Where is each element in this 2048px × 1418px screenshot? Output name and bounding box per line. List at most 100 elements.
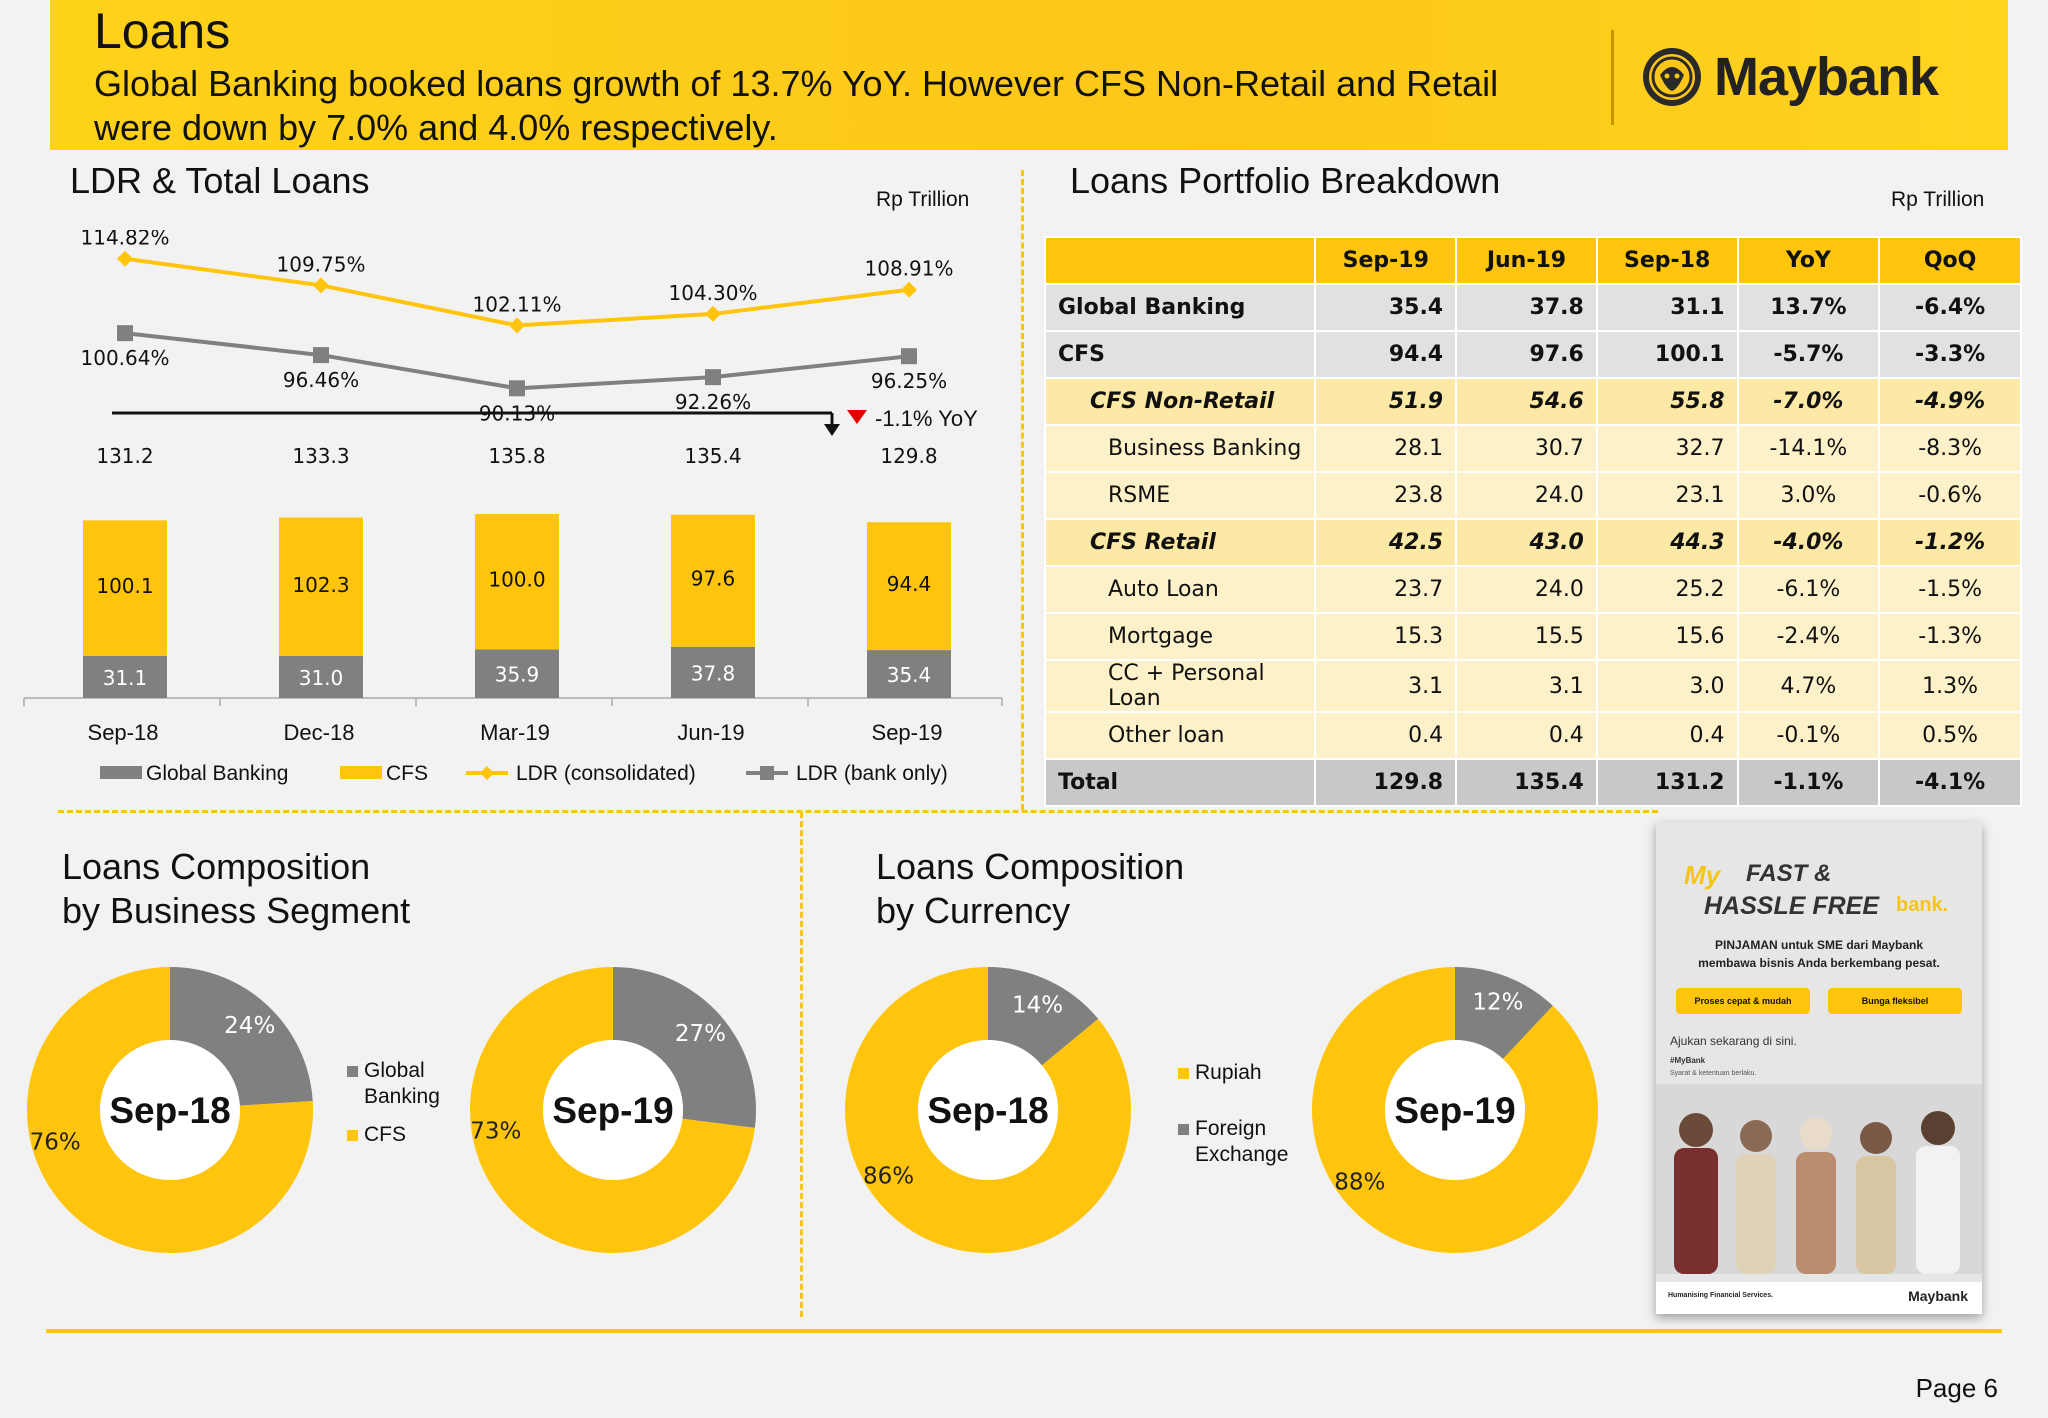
bar-cfs bbox=[279, 517, 363, 657]
table-cell: 15.5 bbox=[1455, 612, 1598, 661]
table-cell: -5.7% bbox=[1736, 330, 1881, 379]
ad-line2: membawa bisnis Anda berkembang pesat. bbox=[1698, 956, 1940, 970]
legend-label: LDR (consolidated) bbox=[516, 762, 696, 785]
vertical-divider-bottom bbox=[800, 812, 803, 1317]
bar-label-cfs: 94.4 bbox=[887, 572, 932, 596]
table-row: RSME 23.8 24.0 23.1 3.0% -0.6% bbox=[1043, 471, 2022, 520]
bar-global-banking bbox=[475, 649, 559, 698]
ldr-consolidated-label: 108.91% bbox=[865, 257, 954, 281]
currency-legend-rupiah: Rupiah bbox=[1178, 1060, 1288, 1086]
table-cell: 0.4 bbox=[1595, 711, 1739, 760]
x-tick-label: Sep-19 bbox=[872, 720, 943, 745]
donut-hole bbox=[543, 1040, 683, 1180]
table-cell: -1.5% bbox=[1878, 565, 2022, 614]
table-cell: 24.0 bbox=[1455, 471, 1598, 520]
segment-section-title: Loans Composition by Business Segment bbox=[62, 845, 410, 933]
person-silhouette bbox=[1674, 1113, 1718, 1274]
ldr-bank-only-point bbox=[705, 369, 721, 386]
bar-label-global-banking: 35.4 bbox=[887, 663, 932, 687]
table-cell: 3.0 bbox=[1595, 659, 1739, 713]
row-label: Mortgage bbox=[1043, 612, 1317, 661]
portfolio-unit: Rp Trillion bbox=[1891, 188, 1985, 211]
legend-swatch bbox=[340, 766, 382, 779]
donut-slice-label: 86% bbox=[863, 1163, 914, 1189]
legend-swatch-gray bbox=[347, 1066, 358, 1077]
segment-title-line1: Loans Composition bbox=[62, 846, 371, 887]
currency-legend: Rupiah Foreign Exchange bbox=[1178, 1060, 1288, 1168]
currency-donut-sep19: 12% 88% Sep-19 bbox=[1312, 967, 1598, 1253]
table-cell: 0.4 bbox=[1455, 711, 1598, 760]
table-row: CFS 94.4 97.6 100.1 -5.7% -3.3% bbox=[1043, 330, 2022, 379]
table-cell: 15.3 bbox=[1314, 612, 1458, 661]
portfolio-section-title: Loans Portfolio Breakdown bbox=[1070, 160, 1501, 201]
bar-cfs bbox=[83, 520, 167, 656]
donut-slice-label: 76% bbox=[30, 1129, 81, 1155]
legend-fx-line2: Exchange bbox=[1195, 1143, 1289, 1166]
bar-total-label: 133.3 bbox=[292, 444, 349, 468]
ad-headline2: HASSLE FREE bbox=[1704, 892, 1880, 920]
table-header-cell: QoQ bbox=[1878, 236, 2022, 285]
donut-slice bbox=[470, 967, 755, 1253]
brand-name: Maybank bbox=[1714, 47, 1939, 107]
table-cell: 37.8 bbox=[1455, 283, 1598, 332]
bar-label-global-banking: 31.1 bbox=[103, 666, 148, 690]
bar-global-banking bbox=[671, 646, 755, 698]
segment-legend-cfs: CFS bbox=[347, 1122, 440, 1148]
table-row: Global Banking 35.4 37.8 31.1 13.7% -6.4% bbox=[1043, 283, 2022, 332]
table-cell: 35.4 bbox=[1314, 283, 1458, 332]
ad-headline1: FAST & bbox=[1746, 860, 1832, 887]
ldr-consolidated-point bbox=[313, 277, 329, 294]
donut-hole bbox=[918, 1040, 1058, 1180]
legend-swatch-yellow bbox=[347, 1130, 358, 1141]
donut-slice bbox=[845, 967, 1131, 1253]
bar-label-cfs: 97.6 bbox=[691, 567, 736, 591]
table-cell: -1.2% bbox=[1878, 518, 2022, 567]
row-label: Global Banking bbox=[1043, 283, 1317, 332]
table-cell: 3.1 bbox=[1455, 659, 1598, 713]
table-cell: 4.7% bbox=[1736, 659, 1881, 713]
table-header-row: Sep-19 Jun-19 Sep-18 YoY QoQ bbox=[1043, 236, 2022, 285]
table-cell: 135.4 bbox=[1455, 758, 1598, 807]
table-row: CFS Non-Retail 51.9 54.6 55.8 -7.0% -4.9% bbox=[1043, 377, 2022, 426]
table-cell: -4.0% bbox=[1736, 518, 1881, 567]
donut-hole bbox=[100, 1040, 240, 1180]
legend-global-line1: Global bbox=[364, 1059, 425, 1082]
table-cell: 28.1 bbox=[1314, 424, 1458, 473]
donut-center-label: Sep-19 bbox=[552, 1090, 673, 1131]
legend-label: Global Banking bbox=[146, 762, 288, 785]
table-cell: 129.8 bbox=[1314, 758, 1458, 807]
table-cell: -4.1% bbox=[1878, 758, 2022, 807]
row-label: CFS Non-Retail bbox=[1043, 377, 1317, 426]
table-row: Total 129.8 135.4 131.2 -1.1% -4.1% bbox=[1043, 758, 2022, 807]
table-cell: -6.4% bbox=[1878, 283, 2022, 332]
x-tick-label: Jun-19 bbox=[677, 720, 744, 745]
table-row: Other loan 0.4 0.4 0.4 -0.1% 0.5% bbox=[1043, 711, 2022, 760]
legend-cfs-label: CFS bbox=[364, 1123, 406, 1146]
ldr-consolidated-point bbox=[509, 317, 525, 334]
sme-loan-advert[interactable]: My FAST & HASSLE FREE bank. PINJAMAN unt… bbox=[1656, 822, 1982, 1314]
row-label: Auto Loan bbox=[1043, 565, 1317, 614]
row-label: CFS bbox=[1043, 330, 1317, 379]
ad-bank: bank. bbox=[1896, 894, 1949, 916]
donut-center-label: Sep-18 bbox=[927, 1090, 1048, 1131]
table-cell: 94.4 bbox=[1314, 330, 1458, 379]
person-silhouette bbox=[1796, 1118, 1836, 1274]
maybank-logo: Maybank bbox=[1640, 42, 1970, 112]
table-header-cell: Sep-18 bbox=[1595, 236, 1739, 285]
donut-slice bbox=[170, 967, 313, 1106]
person-silhouette bbox=[1856, 1122, 1896, 1274]
currency-title-line2: by Currency bbox=[876, 890, 1071, 931]
table-cell: -2.4% bbox=[1736, 612, 1881, 661]
bar-label-cfs: 100.1 bbox=[96, 574, 153, 598]
ldr-consolidated-label: 104.30% bbox=[669, 281, 758, 305]
row-label: CC + Personal Loan bbox=[1043, 659, 1317, 713]
ad-pill-fast: Proses cepat & mudah bbox=[1676, 988, 1810, 1014]
table-cell: 23.8 bbox=[1314, 471, 1458, 520]
table-cell: 54.6 bbox=[1455, 377, 1598, 426]
table-cell: 0.4 bbox=[1314, 711, 1458, 760]
logo-divider bbox=[1611, 30, 1614, 125]
red-triangle-down-icon bbox=[847, 410, 867, 424]
table-row: CFS Retail 42.5 43.0 44.3 -4.0% -1.2% bbox=[1043, 518, 2022, 567]
currency-donut-sep18: 14% 86% Sep-18 bbox=[845, 967, 1131, 1253]
segment-legend-global: Global Banking bbox=[347, 1058, 440, 1110]
